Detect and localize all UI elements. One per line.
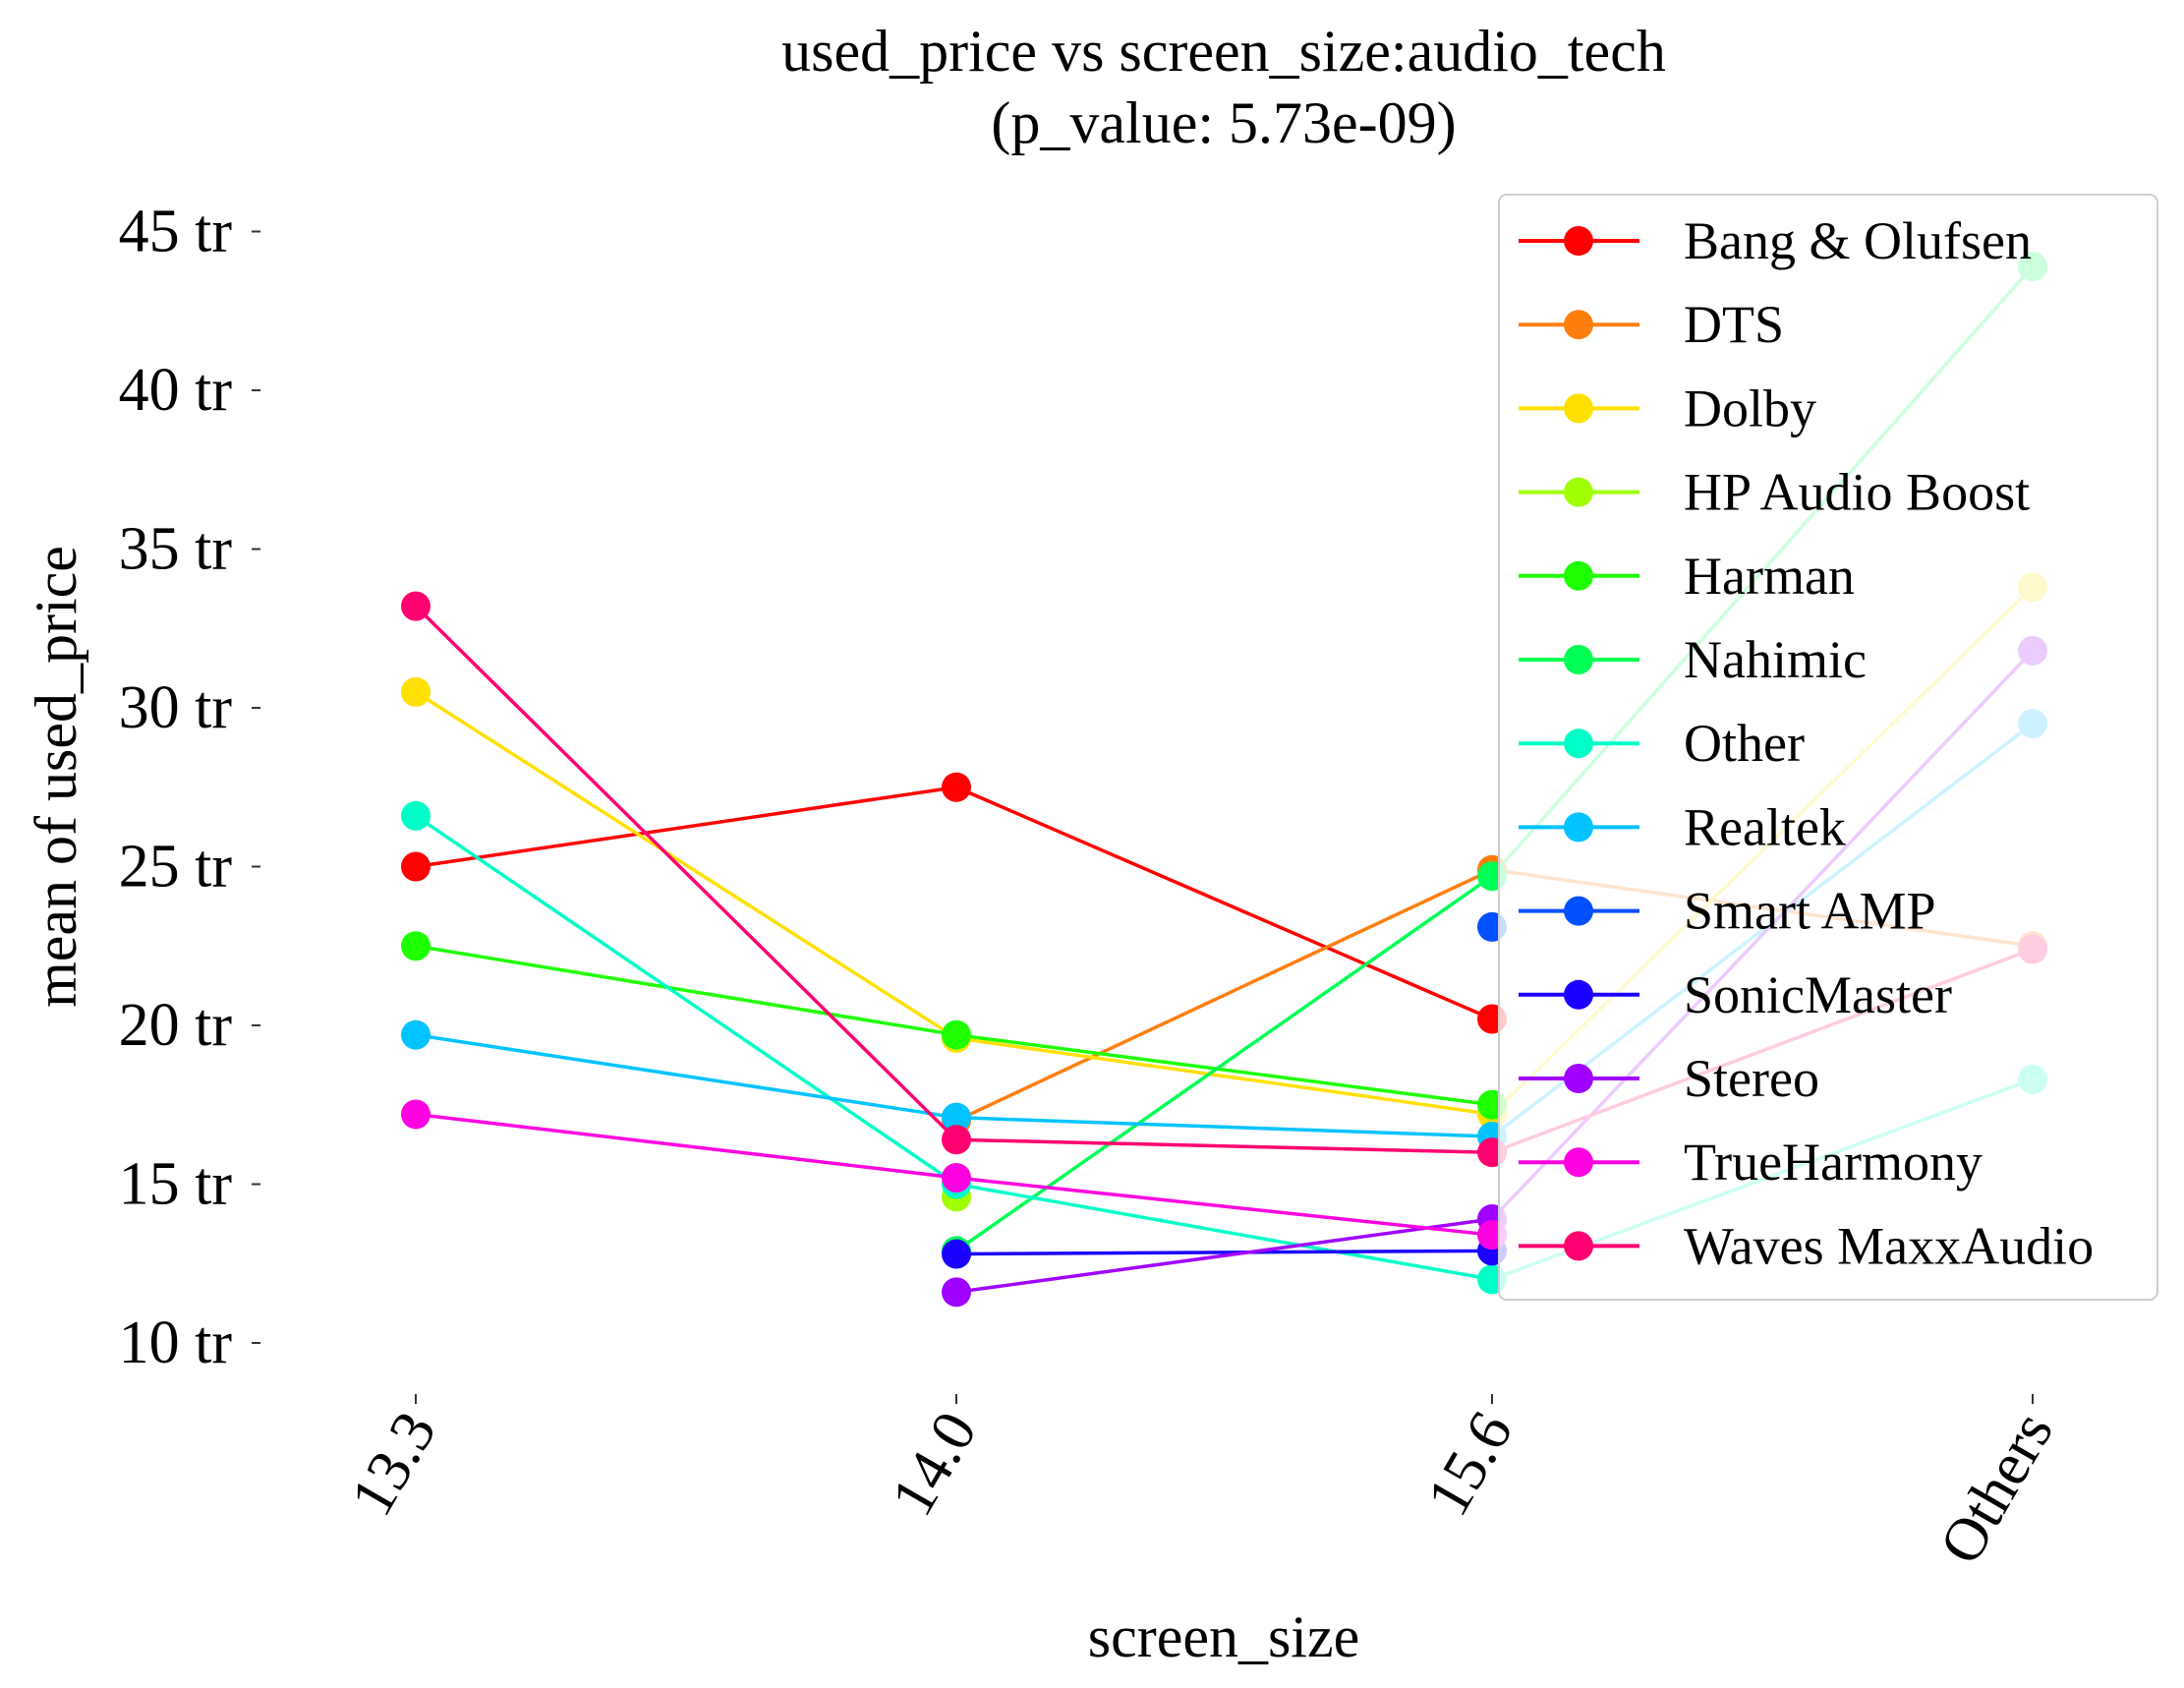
legend-item: Harman <box>1519 547 1855 606</box>
legend-marker <box>1564 896 1593 926</box>
legend-item: Dolby <box>1519 378 1816 437</box>
series-line <box>955 1032 1493 1107</box>
series-line <box>955 868 1493 1123</box>
data-point <box>401 676 431 707</box>
chart-subtitle: (p_value: 5.73e-09) <box>991 90 1456 155</box>
series-line <box>415 814 957 1186</box>
y-tick-label: 30 tr <box>119 674 233 741</box>
y-axis-label: mean of used_price <box>24 546 88 1008</box>
data-point <box>401 851 431 882</box>
legend-label: Dolby <box>1684 378 1816 437</box>
series-line <box>414 605 958 1141</box>
legend-item: Bang & Olufsen <box>1519 211 2032 270</box>
y-axis: 10 tr 15 tr 20 tr 25 tr 30 tr 35 tr 40 tr 45 tr <box>119 199 260 1376</box>
series-line <box>415 944 957 1037</box>
legend-label: Other <box>1684 714 1805 773</box>
x-axis-label: screen_size <box>1088 1604 1360 1669</box>
x-tick-label: 15.6 <box>1414 1401 1525 1527</box>
legend: Bang & Olufsen DTS Dolby HP Audio Boost Harm… <box>1498 194 2158 1301</box>
legend-item: DTS <box>1519 295 1784 354</box>
series-line <box>415 786 957 869</box>
series-line <box>955 1137 1493 1154</box>
series-line <box>955 1176 1493 1237</box>
series <box>942 1236 1507 1269</box>
legend-box <box>1498 194 2158 1301</box>
legend-label: SonicMaster <box>1684 965 1952 1024</box>
x-axis: 13.3 14.0 15.6 Others <box>338 1394 2066 1575</box>
data-point <box>942 772 971 802</box>
data-point <box>942 1277 971 1308</box>
legend-item: Nahimic <box>1519 630 1867 689</box>
data-point <box>942 1019 971 1050</box>
legend-label: Stereo <box>1684 1049 1819 1108</box>
series-line <box>415 1112 957 1180</box>
legend-marker <box>1564 310 1593 340</box>
y-tick-label: 45 tr <box>119 199 233 265</box>
legend-item: TrueHarmony <box>1519 1133 1983 1192</box>
data-point <box>401 1099 431 1130</box>
legend-marker <box>1564 477 1593 507</box>
legend-label: DTS <box>1684 295 1784 354</box>
x-tick-label: Others <box>1927 1401 2067 1575</box>
data-point <box>401 1019 431 1050</box>
series-line <box>415 690 957 1040</box>
legend-marker <box>1564 1147 1593 1178</box>
legend-item: Other <box>1519 714 1805 773</box>
legend-label: TrueHarmony <box>1684 1133 1983 1192</box>
y-tick-label: 40 tr <box>119 357 233 424</box>
legend-label: Waves MaxxAudio <box>1684 1216 2094 1275</box>
legend-item: Waves MaxxAudio <box>1519 1216 2094 1275</box>
y-tick-label: 20 tr <box>119 992 233 1059</box>
series <box>401 931 1507 1120</box>
legend-marker <box>1564 812 1593 843</box>
legend-label: HP Audio Boost <box>1684 463 2030 522</box>
data-point <box>401 800 431 831</box>
series-line <box>415 1032 957 1120</box>
legend-label: Nahimic <box>1684 630 1867 689</box>
data-point <box>942 1102 971 1133</box>
legend-marker <box>1564 226 1593 256</box>
legend-label: Smart AMP <box>1684 882 1936 941</box>
legend-label: Realtek <box>1684 797 1846 856</box>
legend-item: Stereo <box>1519 1049 1819 1108</box>
y-tick-label: 15 tr <box>119 1151 233 1218</box>
legend-item: Realtek <box>1519 797 1846 856</box>
series-line <box>955 786 1493 1021</box>
legend-marker <box>1564 1064 1593 1093</box>
legend-marker <box>1564 560 1593 591</box>
chart-title: used_price vs screen_size:audio_tech <box>781 19 1666 84</box>
legend-marker <box>1564 645 1593 674</box>
data-point <box>942 1125 971 1155</box>
series-line <box>955 1115 1493 1138</box>
series-line <box>955 1036 1493 1117</box>
series-line <box>955 1249 1493 1256</box>
legend-item: SonicMaster <box>1519 965 1952 1024</box>
y-tick-label: 10 tr <box>119 1310 233 1376</box>
legend-marker <box>1564 728 1593 759</box>
legend-marker <box>1564 979 1593 1010</box>
data-point <box>942 1239 971 1269</box>
legend-item: Smart AMP <box>1519 882 1936 941</box>
y-tick-label: 35 tr <box>119 516 233 583</box>
legend-marker <box>1564 393 1593 424</box>
series <box>401 772 1507 1034</box>
data-point <box>401 591 431 621</box>
series-line <box>955 1217 1493 1295</box>
series-line <box>955 1182 1493 1282</box>
legend-item: HP Audio Boost <box>1519 463 2030 522</box>
legend-marker <box>1564 1231 1593 1261</box>
x-tick-label: 13.3 <box>338 1401 449 1527</box>
series-line <box>954 874 1494 1252</box>
legend-label: Bang & Olufsen <box>1684 211 2032 270</box>
y-tick-label: 25 tr <box>119 834 233 901</box>
legend-label: Harman <box>1684 547 1855 606</box>
data-point <box>942 1163 971 1193</box>
data-point <box>401 931 431 961</box>
x-tick-label: 14.0 <box>879 1401 990 1527</box>
